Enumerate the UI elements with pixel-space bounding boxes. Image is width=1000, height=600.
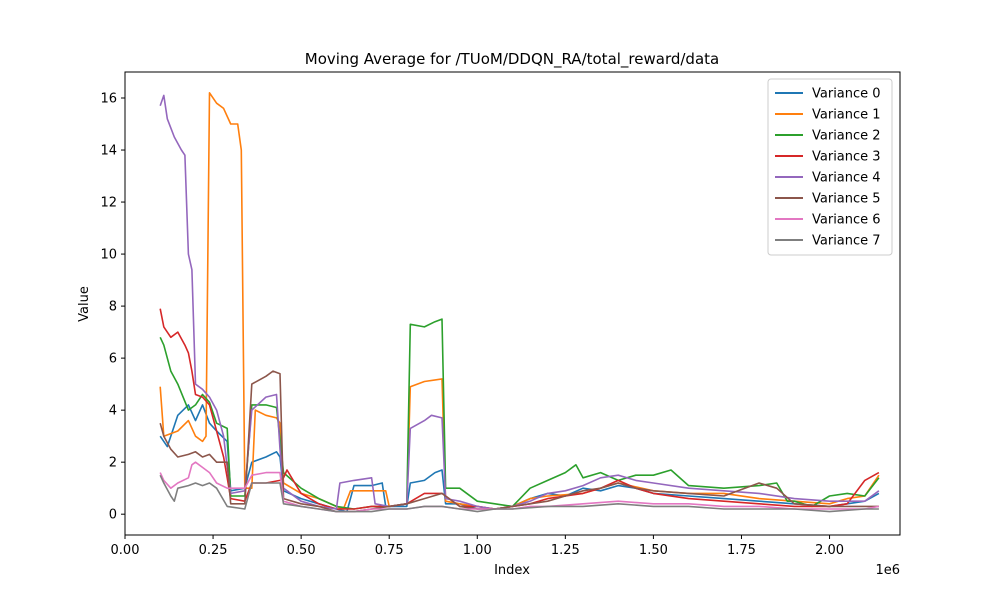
- x-tick-label: 2.00: [815, 543, 844, 558]
- y-tick-label: 16: [100, 92, 117, 107]
- legend-entry-2: Variance 2: [812, 129, 881, 144]
- series-line-5: [159, 370, 879, 513]
- x-tick-label: 0.00: [111, 543, 140, 558]
- y-tick-label: 6: [109, 352, 117, 367]
- y-tick-label: 8: [109, 300, 117, 315]
- x-axis-label: Index: [494, 563, 530, 578]
- axes-layer: 0.00 0.25 0.50 0.75 1.00 1.25 1.50 1.75 2.00 0 2 4 6…: [100, 71, 901, 558]
- plot-frame: [124, 71, 901, 536]
- y-tick-label: 2: [109, 456, 117, 471]
- x-tick-label: 1.00: [463, 543, 492, 558]
- y-tick-label: 4: [109, 404, 117, 419]
- x-tick-label: 1.50: [639, 543, 668, 558]
- x-axis-offset-text: 1e6: [875, 563, 900, 578]
- series-layer: [159, 92, 880, 513]
- legend-entry-3: Variance 3: [812, 150, 881, 165]
- series-line-4: [159, 94, 880, 510]
- series-line-2: [159, 318, 880, 510]
- legend-entry-1: Variance 1: [812, 108, 881, 123]
- chart-title: Moving Average for /TUoM/DDQN_RA/total_r…: [305, 50, 719, 69]
- series-line-3: [159, 308, 880, 510]
- x-tick-label: 1.25: [551, 543, 580, 558]
- x-tick-label: 0.75: [375, 543, 404, 558]
- x-tick-label: 0.25: [199, 543, 228, 558]
- legend-entry-7: Variance 7: [812, 234, 881, 249]
- y-axis-label: Value: [77, 286, 92, 322]
- y-tick-label: 12: [100, 196, 117, 211]
- legend-entry-0: Variance 0: [812, 87, 881, 102]
- legend-box: [767, 78, 893, 256]
- x-tick-label: 0.50: [287, 543, 316, 558]
- series-line-7: [159, 474, 879, 513]
- legend-entry-5: Variance 5: [812, 192, 881, 207]
- y-tick-label: 14: [100, 144, 117, 159]
- legend-entry-4: Variance 4: [812, 171, 881, 186]
- y-tick-label: 10: [100, 248, 117, 263]
- legend: Variance 0 Variance 1 Variance 2 Variance 3…: [767, 78, 893, 256]
- x-tick-label: 1.75: [727, 543, 756, 558]
- series-line-6: [159, 461, 880, 513]
- legend-entry-6: Variance 6: [812, 213, 881, 228]
- y-tick-label: 0: [109, 508, 117, 523]
